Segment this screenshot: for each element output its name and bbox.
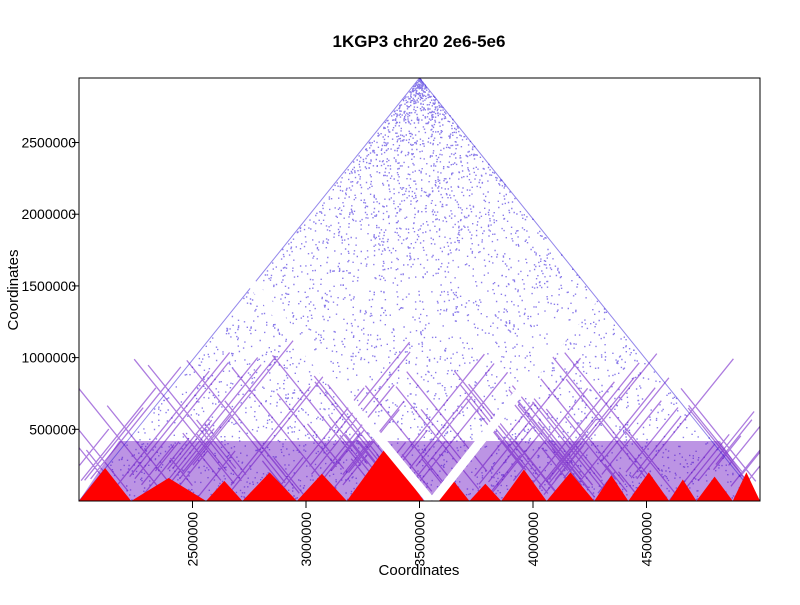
heatmap-cells xyxy=(79,78,760,501)
red-domain-1 xyxy=(79,468,132,501)
gap-layer xyxy=(248,280,596,501)
y-axis-label: Coordinates xyxy=(5,250,22,331)
red-domain-13 xyxy=(669,479,697,501)
x-axis: 2500000 3000000 3500000 4000000 4500000 xyxy=(185,501,655,567)
gap-band-2 xyxy=(429,297,596,501)
plot-background xyxy=(79,78,760,501)
heatmap-dense-band xyxy=(79,441,760,501)
y-tick-label-2000000: 2000000 xyxy=(21,206,76,222)
heatmap-streaks xyxy=(79,340,760,501)
x-tick-label-4500000: 4500000 xyxy=(639,512,655,567)
chart-title: 1KGP3 chr20 2e6-5e6 xyxy=(333,32,506,51)
red-domain-5 xyxy=(296,473,347,501)
red-domain-14 xyxy=(696,476,733,501)
plot-area xyxy=(78,77,761,502)
red-domain-8 xyxy=(469,483,502,501)
red-domain-12 xyxy=(628,472,670,501)
red-domain-10 xyxy=(546,472,595,501)
red-domain-6 xyxy=(346,447,425,501)
red-domain-layer xyxy=(79,447,760,501)
red-domain-3 xyxy=(206,480,243,501)
red-domain-15 xyxy=(732,472,760,501)
red-domain-9 xyxy=(501,469,547,501)
x-tick-label-4000000: 4000000 xyxy=(525,512,541,567)
y-tick-label-1000000: 1000000 xyxy=(21,350,76,366)
y-tick-label-500000: 500000 xyxy=(29,421,76,437)
red-domain-11 xyxy=(594,475,629,501)
red-domain-4 xyxy=(242,472,297,501)
y-tick-label-2500000: 2500000 xyxy=(21,135,76,151)
gap-band-1 xyxy=(248,280,435,501)
y-axis: 500000 1000000 1500000 2000000 2500000 xyxy=(21,135,79,437)
x-tick-label-3500000: 3500000 xyxy=(412,512,428,567)
heatmap-triangle-outline xyxy=(79,78,760,501)
x-tick-label-3000000: 3000000 xyxy=(298,512,314,567)
y-tick-label-1500000: 1500000 xyxy=(21,278,76,294)
red-domain-2 xyxy=(131,478,207,501)
x-axis-label: Coordinates xyxy=(379,562,460,579)
x-tick-label-2500000: 2500000 xyxy=(185,512,201,567)
